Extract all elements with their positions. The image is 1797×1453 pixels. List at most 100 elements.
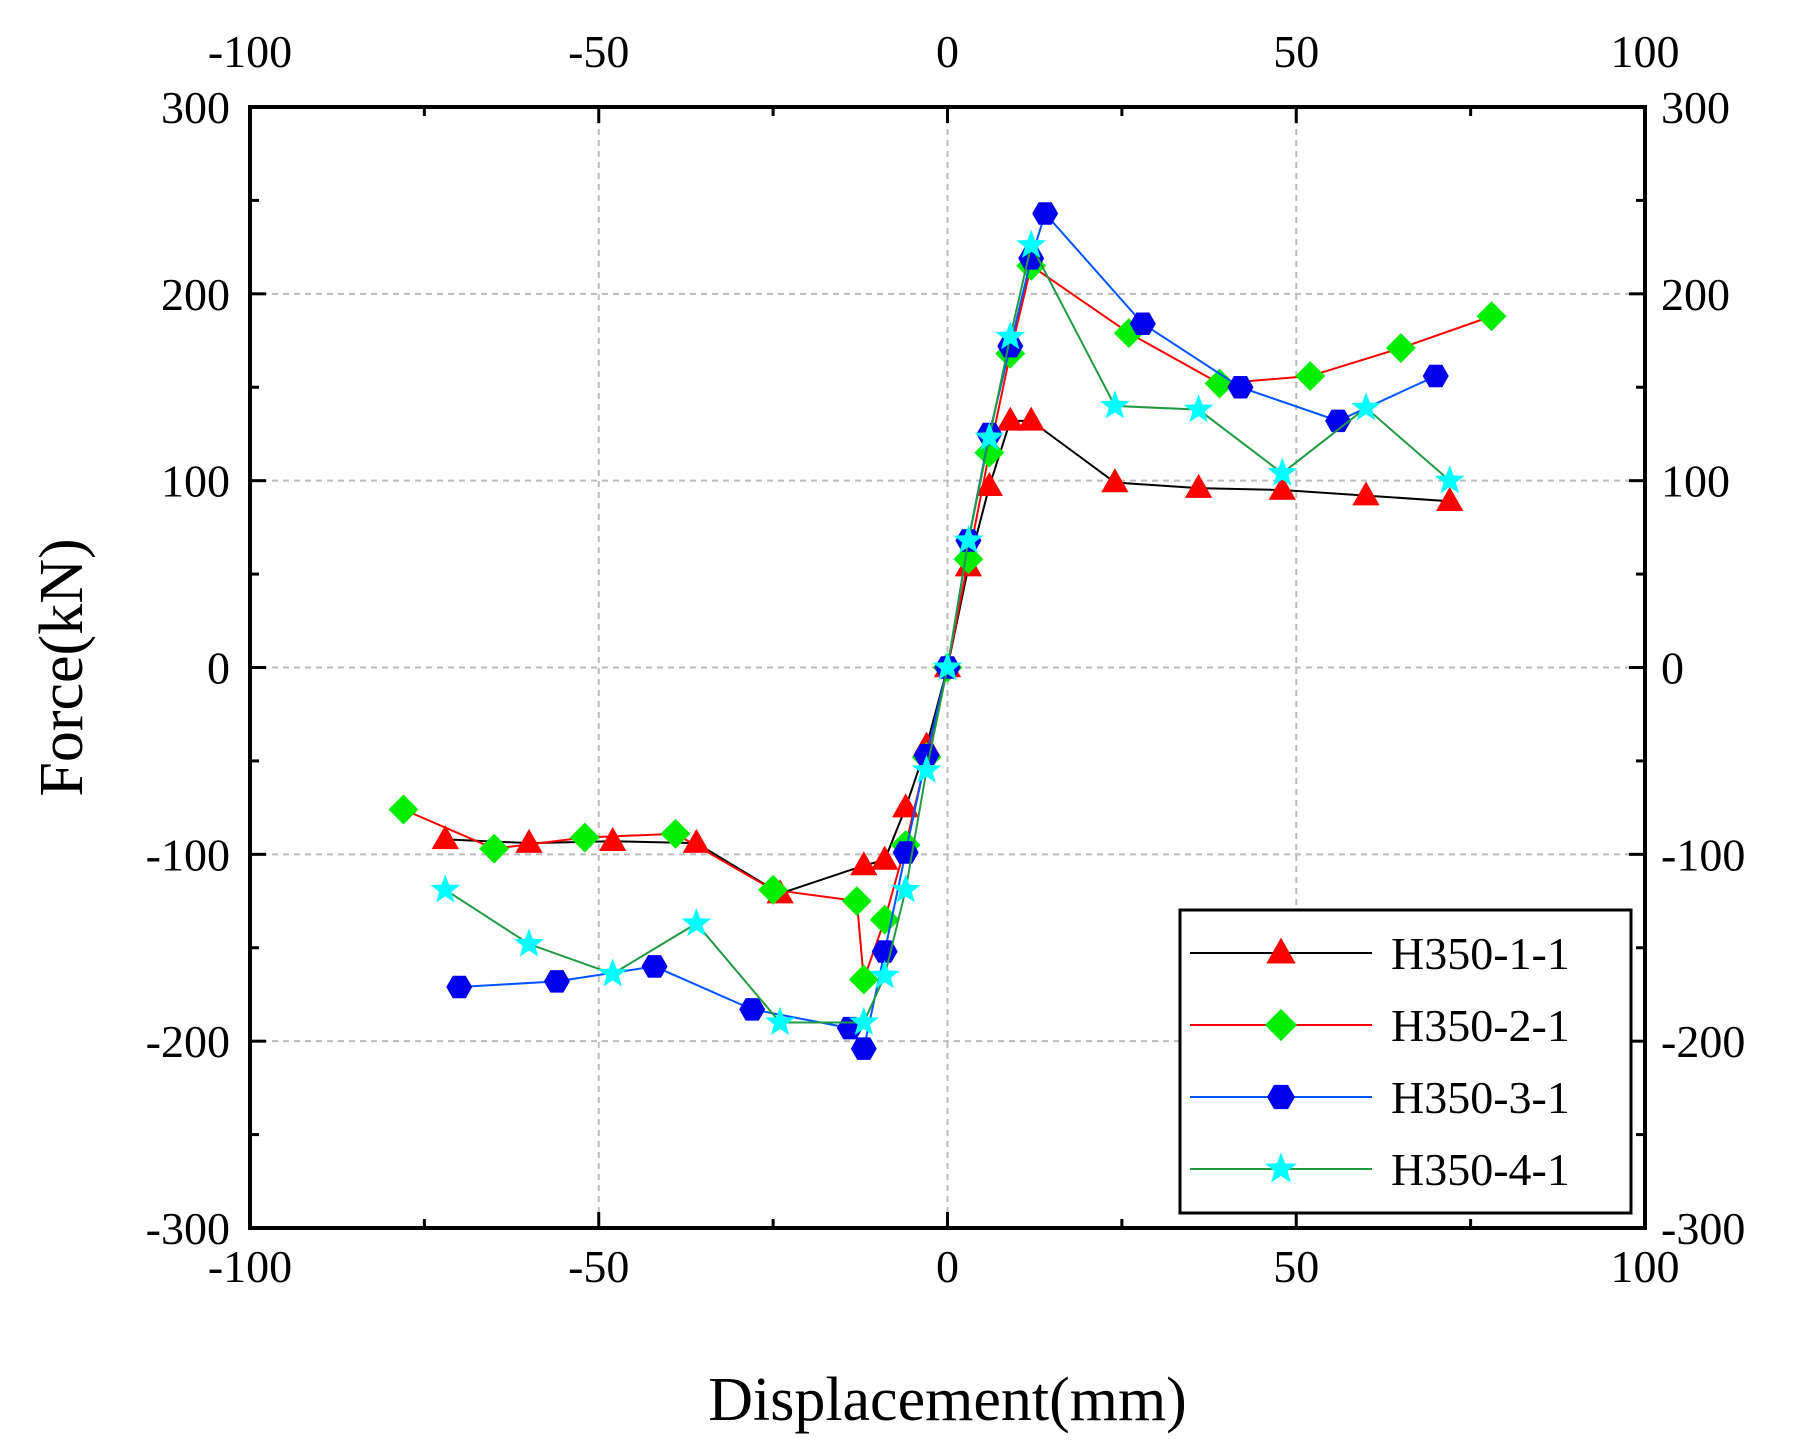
data-point: [597, 958, 628, 987]
x-axis-title: Displacement(mm): [708, 1366, 1187, 1434]
legend-item: H350-3-1: [1190, 1072, 1570, 1123]
legend-item: H350-1-1: [1190, 928, 1570, 979]
data-point: [1434, 465, 1465, 494]
data-point: [1016, 229, 1047, 258]
data-point: [995, 321, 1026, 350]
legend-marker: [1264, 1008, 1298, 1042]
legend-label: H350-3-1: [1391, 1072, 1570, 1123]
data-point: [1101, 468, 1129, 493]
data-point: [1183, 394, 1214, 423]
top-x-tick-label: 0: [936, 26, 959, 77]
data-point: [765, 1006, 795, 1036]
data-point: [660, 818, 691, 849]
data-point: [848, 964, 879, 995]
right-y-tick-label: -100: [1661, 829, 1745, 880]
data-point: [514, 928, 544, 957]
legend-label: H350-2-1: [1391, 1000, 1570, 1051]
y-tick-label: -200: [146, 1016, 230, 1067]
data-point: [996, 406, 1024, 431]
legend-box: [1178, 908, 1633, 1215]
x-tick-label: 50: [1273, 1241, 1319, 1292]
data-point: [1325, 409, 1352, 433]
data-point: [869, 904, 900, 935]
y-tick-label: -100: [146, 829, 230, 880]
series-H350-4-1: [430, 229, 1465, 1036]
data-point: [1268, 475, 1296, 500]
data-point: [1422, 364, 1449, 388]
data-point: [869, 960, 900, 989]
data-point: [681, 907, 712, 937]
data-point: [641, 955, 668, 978]
data-point: [388, 794, 419, 825]
data-point: [1436, 486, 1464, 511]
legend-marker: [1267, 1084, 1295, 1110]
data-point: [1352, 481, 1380, 506]
x-tick-label: 100: [1611, 1241, 1680, 1292]
x-tick-label: 0: [936, 1241, 959, 1292]
data-point: [1204, 368, 1235, 399]
top-x-tick-label: -50: [568, 26, 629, 77]
data-point: [682, 828, 711, 853]
data-point: [1385, 333, 1416, 363]
data-point: [953, 544, 984, 575]
data-point: [850, 851, 878, 876]
data-point: [515, 828, 543, 853]
data-point: [1227, 375, 1254, 399]
data-point: [479, 833, 510, 864]
top-x-tick-label: 100: [1611, 26, 1680, 77]
legend: H350-1-1 H350-2-1 H350-3-1 H350-4-1: [1178, 908, 1633, 1215]
data-point: [1017, 406, 1045, 431]
data-point: [1113, 318, 1144, 349]
series-layer: [388, 202, 1507, 1060]
data-point: [850, 1037, 877, 1060]
data-point: [1295, 361, 1326, 391]
y-tick-label: 300: [161, 82, 230, 133]
data-point: [758, 874, 789, 905]
data-point: [841, 886, 872, 916]
legend-label: H350-1-1: [1391, 928, 1570, 979]
legend-marker: [1266, 937, 1296, 964]
y-tick-label: 0: [207, 643, 230, 694]
data-point: [1267, 457, 1298, 486]
data-point: [974, 422, 1005, 451]
data-point: [892, 793, 920, 818]
data-point: [1100, 390, 1130, 419]
right-y-tick-label: -200: [1661, 1016, 1745, 1067]
right-y-tick-label: 200: [1661, 269, 1730, 320]
data-point: [569, 822, 600, 853]
right-y-tick-label: 0: [1661, 643, 1684, 694]
y-tick-label: 200: [161, 269, 230, 320]
data-point: [1129, 312, 1156, 335]
data-point: [890, 874, 921, 903]
legend-items: H350-1-1 H350-2-1 H350-3-1 H350-4-1: [1190, 928, 1570, 1195]
data-point: [871, 845, 899, 870]
data-point: [446, 975, 473, 999]
data-point: [848, 1006, 879, 1036]
data-point: [953, 524, 984, 554]
right-y-tick-label: 100: [1661, 456, 1730, 507]
data-point: [911, 754, 942, 783]
right-y-tick-label: 300: [1661, 82, 1730, 133]
y-axis-title: Force(kN): [28, 538, 96, 796]
data-point: [1351, 392, 1381, 421]
y-tick-label: 100: [161, 456, 230, 507]
legend-marker: [1265, 1152, 1297, 1183]
data-point: [739, 998, 766, 1021]
top-x-tick-label: 50: [1273, 26, 1319, 77]
y-tick-label: -300: [146, 1203, 230, 1254]
data-point: [1476, 301, 1507, 332]
data-point: [932, 651, 963, 681]
plot-frame: [248, 105, 1647, 1230]
x-tick-label: -100: [208, 1241, 292, 1292]
data-point: [430, 874, 461, 903]
legend-label: H350-4-1: [1391, 1144, 1570, 1195]
right-y-tick-label: -300: [1661, 1203, 1745, 1254]
data-point: [1032, 202, 1059, 225]
data-point: [431, 825, 459, 850]
data-point: [543, 970, 570, 993]
data-point: [1184, 473, 1213, 498]
x-tick-label: -50: [568, 1241, 629, 1292]
data-point: [599, 826, 627, 852]
legend-item: H350-2-1: [1190, 1000, 1570, 1051]
